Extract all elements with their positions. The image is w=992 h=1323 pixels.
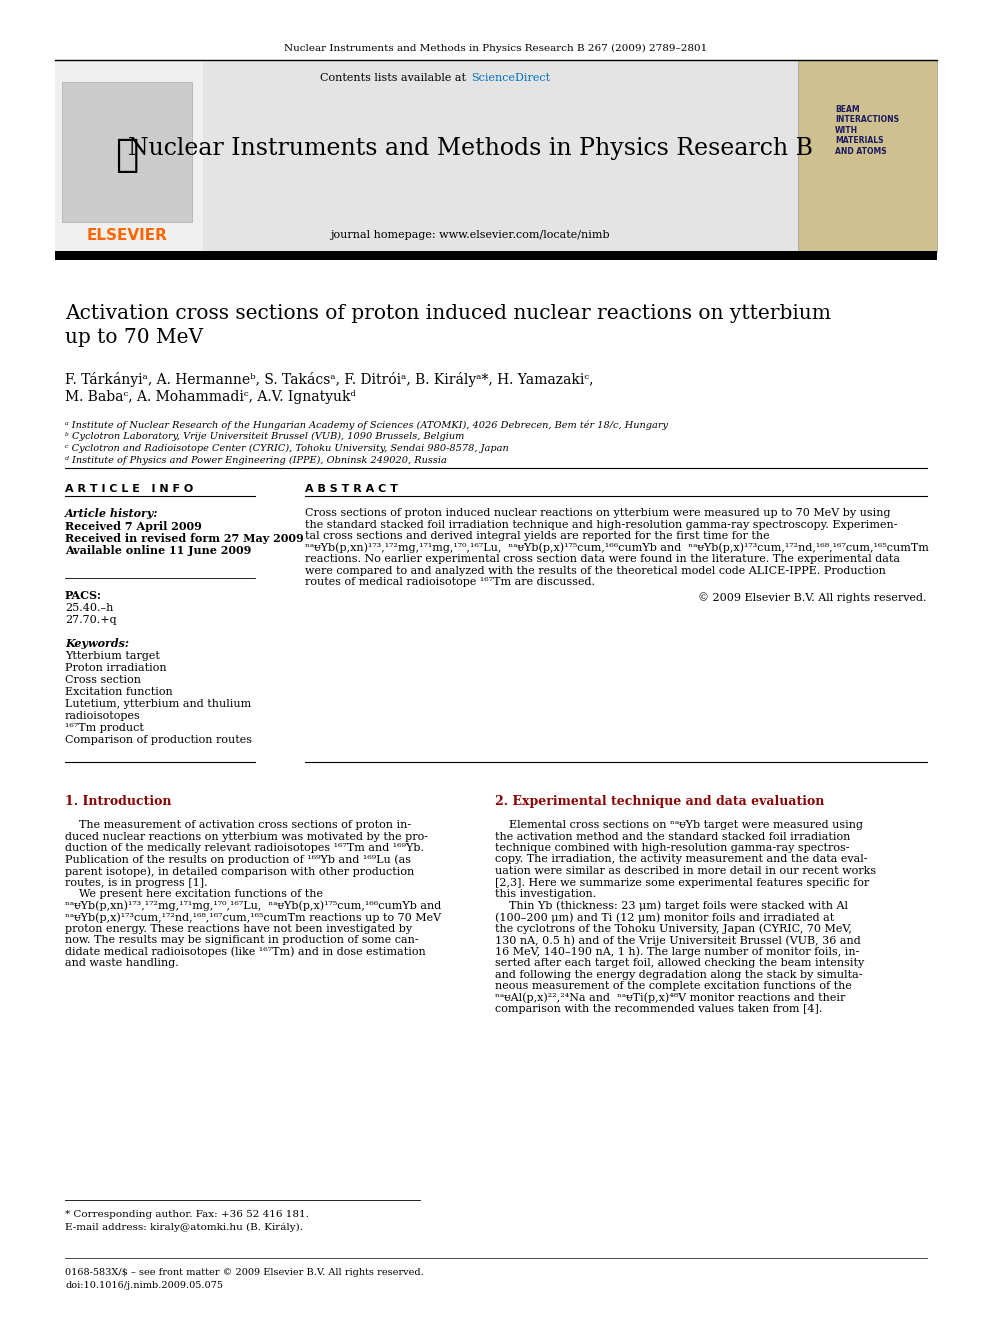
Text: didate medical radioisotopes (like ¹⁶⁷Tm) and in dose estimation: didate medical radioisotopes (like ¹⁶⁷Tm…	[65, 946, 426, 957]
Text: journal homepage: www.elsevier.com/locate/nimb: journal homepage: www.elsevier.com/locat…	[330, 230, 610, 239]
Text: ⁿᵃᵾAl(p,x)²²,²⁴Na and  ⁿᵃᵾTi(p,x)⁴⁸V monitor reactions and their: ⁿᵃᵾAl(p,x)²²,²⁴Na and ⁿᵃᵾTi(p,x)⁴⁸V moni…	[495, 992, 845, 1003]
Text: copy. The irradiation, the activity measurement and the data eval-: copy. The irradiation, the activity meas…	[495, 855, 867, 864]
Text: Contents lists available at: Contents lists available at	[320, 73, 470, 83]
Text: ᵈ Institute of Physics and Power Engineering (IPPE), Obninsk 249020, Russia: ᵈ Institute of Physics and Power Enginee…	[65, 456, 446, 466]
Text: doi:10.1016/j.nimb.2009.05.075: doi:10.1016/j.nimb.2009.05.075	[65, 1281, 223, 1290]
Text: up to 70 MeV: up to 70 MeV	[65, 328, 203, 347]
Text: the cyclotrons of the Tohoku University, Japan (CYRIC, 70 MeV,: the cyclotrons of the Tohoku University,…	[495, 923, 852, 934]
Text: 1. Introduction: 1. Introduction	[65, 795, 172, 808]
Text: routes of medical radioisotope ¹⁶⁷Tm are discussed.: routes of medical radioisotope ¹⁶⁷Tm are…	[305, 577, 595, 587]
Text: this investigation.: this investigation.	[495, 889, 596, 900]
Text: Received in revised form 27 May 2009: Received in revised form 27 May 2009	[65, 533, 304, 544]
Text: ᵇ Cyclotron Laboratory, Vrije Universiteit Brussel (VUB), 1090 Brussels, Belgium: ᵇ Cyclotron Laboratory, Vrije Universite…	[65, 433, 464, 441]
Text: © 2009 Elsevier B.V. All rights reserved.: © 2009 Elsevier B.V. All rights reserved…	[698, 593, 927, 603]
Text: Elemental cross sections on ⁿᵃᵾYb target were measured using: Elemental cross sections on ⁿᵃᵾYb target…	[495, 820, 863, 830]
Text: ScienceDirect: ScienceDirect	[471, 73, 551, 83]
Text: uation were similar as described in more detail in our recent works: uation were similar as described in more…	[495, 867, 876, 876]
Text: Keywords:: Keywords:	[65, 638, 129, 650]
Text: ¹⁶⁷Tm product: ¹⁶⁷Tm product	[65, 722, 144, 733]
Text: radioisotopes: radioisotopes	[65, 710, 141, 721]
Text: Thin Yb (thickness: 23 μm) target foils were stacked with Al: Thin Yb (thickness: 23 μm) target foils …	[495, 901, 848, 912]
Text: ⁿᵃᵾYb(p,x)¹⁷³cum,¹⁷²nd,¹⁶⁸,¹⁶⁷cum,¹⁶⁵cumTm reactions up to 70 MeV: ⁿᵃᵾYb(p,x)¹⁷³cum,¹⁷²nd,¹⁶⁸,¹⁶⁷cum,¹⁶⁵cum…	[65, 912, 441, 922]
Text: F. Tárkányiᵃ, A. Hermanneᵇ, S. Takácsᵃ, F. Ditróiᵃ, B. Királyᵃ*, H. Yamazakiᶜ,: F. Tárkányiᵃ, A. Hermanneᵇ, S. Takácsᵃ, …	[65, 372, 593, 388]
Text: 130 nA, 0.5 h) and of the Vrije Universiteit Brussel (VUB, 36 and: 130 nA, 0.5 h) and of the Vrije Universi…	[495, 935, 861, 946]
Text: reactions. No earlier experimental cross section data were found in the literatu: reactions. No earlier experimental cross…	[305, 554, 900, 564]
Text: Nuclear Instruments and Methods in Physics Research B 267 (2009) 2789–2801: Nuclear Instruments and Methods in Physi…	[285, 44, 707, 53]
Text: M. Babaᶜ, A. Mohammadiᶜ, A.V. Ignatyukᵈ: M. Babaᶜ, A. Mohammadiᶜ, A.V. Ignatyukᵈ	[65, 390, 356, 404]
Text: ELSEVIER: ELSEVIER	[86, 228, 168, 242]
Text: Lutetium, ytterbium and thulium: Lutetium, ytterbium and thulium	[65, 699, 251, 709]
Text: Excitation function: Excitation function	[65, 687, 173, 697]
Text: duced nuclear reactions on ytterbium was motivated by the pro-: duced nuclear reactions on ytterbium was…	[65, 831, 428, 841]
Text: technique combined with high-resolution gamma-ray spectros-: technique combined with high-resolution …	[495, 843, 849, 853]
Text: Cross sections of proton induced nuclear reactions on ytterbium were measured up: Cross sections of proton induced nuclear…	[305, 508, 891, 519]
Text: 27.70.+q: 27.70.+q	[65, 615, 117, 624]
Text: [2,3]. Here we summarize some experimental features specific for: [2,3]. Here we summarize some experiment…	[495, 877, 869, 888]
Bar	[55, 60, 937, 251]
Text: A B S T R A C T: A B S T R A C T	[305, 484, 398, 493]
Text: tal cross sections and derived integral yields are reported for the first time f: tal cross sections and derived integral …	[305, 531, 770, 541]
Text: A R T I C L E   I N F O: A R T I C L E I N F O	[65, 484, 193, 493]
Text: and following the energy degradation along the stack by simulta-: and following the energy degradation alo…	[495, 970, 862, 979]
Text: ᶜ Cyclotron and Radioisotope Center (CYRIC), Tohoku University, Sendai 980-8578,: ᶜ Cyclotron and Radioisotope Center (CYR…	[65, 445, 509, 452]
Text: (100–200 μm) and Ti (12 μm) monitor foils and irradiated at: (100–200 μm) and Ti (12 μm) monitor foil…	[495, 912, 834, 922]
Text: Comparison of production routes: Comparison of production routes	[65, 736, 252, 745]
Text: serted after each target foil, allowed checking the beam intensity: serted after each target foil, allowed c…	[495, 958, 864, 968]
Text: the standard stacked foil irradiation technique and high-resolution gamma-ray sp: the standard stacked foil irradiation te…	[305, 520, 898, 529]
Text: Nuclear Instruments and Methods in Physics Research B: Nuclear Instruments and Methods in Physi…	[128, 136, 812, 160]
Text: 16 MeV, 140–190 nA, 1 h). The large number of monitor foils, in-: 16 MeV, 140–190 nA, 1 h). The large numb…	[495, 946, 859, 957]
Text: Activation cross sections of proton induced nuclear reactions on ytterbium: Activation cross sections of proton indu…	[65, 304, 831, 323]
Text: PACS:: PACS:	[65, 590, 102, 601]
Bar	[55, 60, 203, 251]
Bar	[62, 82, 192, 222]
Text: ⁿᵃᵾYb(p,xn)¹⁷³,¹⁷²mg,¹⁷¹mg,¹⁷⁰,¹⁶⁷Lu,  ⁿᵃᵾYb(p,x)¹⁷⁵cum,¹⁶⁶cumYb and  ⁿᵃᵾYb(p,x): ⁿᵃᵾYb(p,xn)¹⁷³,¹⁷²mg,¹⁷¹mg,¹⁷⁰,¹⁶⁷Lu, ⁿᵃ…	[305, 542, 929, 553]
Text: 0168-583X/$ – see front matter © 2009 Elsevier B.V. All rights reserved.: 0168-583X/$ – see front matter © 2009 El…	[65, 1267, 424, 1277]
Bar	[55, 251, 937, 261]
Text: The measurement of activation cross sections of proton in-: The measurement of activation cross sect…	[65, 820, 411, 830]
Text: BEAM
INTERACTIONS
WITH
MATERIALS
AND ATOMS: BEAM INTERACTIONS WITH MATERIALS AND ATO…	[835, 105, 899, 156]
Text: were compared to and analyzed with the results of the theoretical model code ALI: were compared to and analyzed with the r…	[305, 565, 886, 576]
Text: the activation method and the standard stacked foil irradiation: the activation method and the standard s…	[495, 831, 850, 841]
Text: and waste handling.: and waste handling.	[65, 958, 179, 968]
Text: ⁿᵃᵾYb(p,xn)¹⁷³,¹⁷²mg,¹⁷¹mg,¹⁷⁰,¹⁶⁷Lu,  ⁿᵃᵾYb(p,x)¹⁷⁵cum,¹⁶⁶cumYb and: ⁿᵃᵾYb(p,xn)¹⁷³,¹⁷²mg,¹⁷¹mg,¹⁷⁰,¹⁶⁷Lu, ⁿᵃ…	[65, 901, 441, 912]
Text: parent isotope), in detailed comparison with other production: parent isotope), in detailed comparison …	[65, 867, 415, 877]
Text: proton energy. These reactions have not been investigated by: proton energy. These reactions have not …	[65, 923, 412, 934]
Text: E-mail address: kiraly@atomki.hu (B. Király).: E-mail address: kiraly@atomki.hu (B. Kir…	[65, 1222, 303, 1232]
Text: Article history:: Article history:	[65, 508, 159, 519]
Text: Ytterbium target: Ytterbium target	[65, 651, 160, 662]
Text: 25.40.–h: 25.40.–h	[65, 603, 113, 613]
Text: We present here excitation functions of the: We present here excitation functions of …	[65, 889, 323, 900]
Text: 🌳: 🌳	[115, 136, 139, 175]
Text: comparison with the recommended values taken from [4].: comparison with the recommended values t…	[495, 1004, 822, 1013]
Text: Cross section: Cross section	[65, 675, 141, 685]
Text: Proton irradiation: Proton irradiation	[65, 663, 167, 673]
Text: neous measurement of the complete excitation functions of the: neous measurement of the complete excita…	[495, 980, 852, 991]
Text: duction of the medically relevant radioisotopes ¹⁶⁷Tm and ¹⁶⁹Yb.: duction of the medically relevant radioi…	[65, 843, 424, 853]
Text: Received 7 April 2009: Received 7 April 2009	[65, 521, 202, 532]
Text: now. The results may be significant in production of some can-: now. The results may be significant in p…	[65, 935, 419, 945]
Text: Available online 11 June 2009: Available online 11 June 2009	[65, 545, 251, 556]
Text: ᵃ Institute of Nuclear Research of the Hungarian Academy of Sciences (ATOMKI), 4: ᵃ Institute of Nuclear Research of the H…	[65, 419, 668, 430]
Text: Publication of the results on production of ¹⁶⁹Yb and ¹⁶⁹Lu (as: Publication of the results on production…	[65, 855, 411, 865]
Text: 2. Experimental technique and data evaluation: 2. Experimental technique and data evalu…	[495, 795, 824, 808]
Text: * Corresponding author. Fax: +36 52 416 181.: * Corresponding author. Fax: +36 52 416 …	[65, 1211, 309, 1218]
Bar	[798, 60, 937, 251]
Text: routes, is in progress [1].: routes, is in progress [1].	[65, 877, 207, 888]
